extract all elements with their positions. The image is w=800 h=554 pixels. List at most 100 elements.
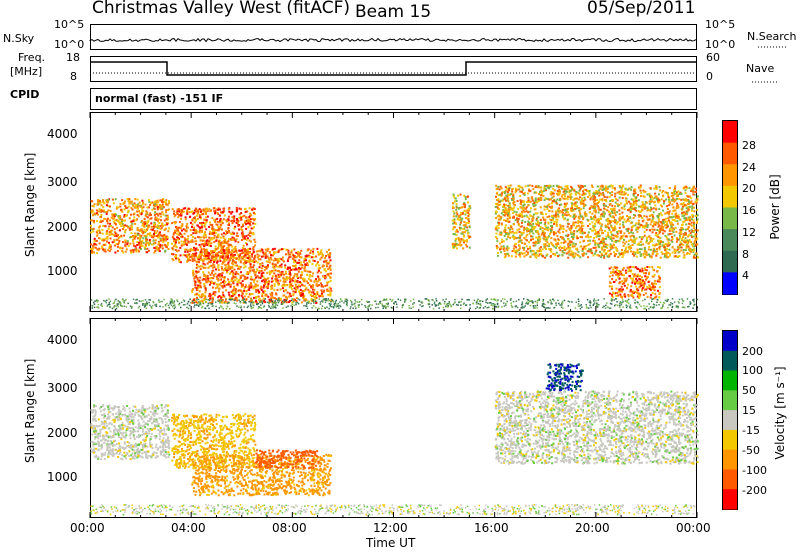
power-data-point bbox=[593, 237, 596, 240]
power-data-point bbox=[175, 245, 178, 248]
power-data-point bbox=[500, 217, 502, 220]
power-data-point bbox=[234, 248, 237, 250]
power-data-point bbox=[519, 186, 522, 189]
power-data-point bbox=[329, 299, 332, 302]
power-data-point bbox=[627, 243, 630, 246]
power-data-point bbox=[684, 192, 687, 194]
power-data-point bbox=[673, 192, 676, 195]
power-data-point bbox=[193, 246, 195, 249]
power-data-point bbox=[201, 278, 204, 281]
power-data-point bbox=[147, 225, 149, 228]
power-data-point bbox=[122, 251, 125, 254]
power-data-point bbox=[567, 247, 570, 250]
power-data-point bbox=[126, 240, 129, 243]
power-data-point bbox=[180, 240, 183, 243]
power-data-point bbox=[680, 246, 683, 249]
power-data-point bbox=[461, 217, 464, 220]
power-data-point bbox=[534, 197, 537, 200]
power-data-point bbox=[508, 213, 511, 216]
power-data-point bbox=[159, 228, 162, 231]
power-data-point bbox=[605, 219, 608, 222]
power-data-point bbox=[171, 253, 173, 256]
power-data-point bbox=[542, 218, 545, 221]
power-data-point bbox=[600, 252, 603, 255]
power-data-point bbox=[139, 248, 142, 250]
power-data-point bbox=[248, 252, 251, 255]
power-data-point bbox=[623, 238, 625, 241]
power-data-point bbox=[596, 218, 599, 221]
power-data-point bbox=[696, 243, 699, 246]
power-data-point bbox=[222, 237, 225, 240]
power-data-point bbox=[558, 254, 561, 257]
power-data-point bbox=[90, 251, 93, 254]
power-data-point bbox=[222, 235, 225, 238]
power-data-point bbox=[211, 296, 214, 299]
power-data-point bbox=[237, 241, 240, 244]
power-data-point bbox=[648, 218, 651, 221]
power-data-point bbox=[279, 274, 282, 277]
power-data-point bbox=[155, 235, 158, 238]
power-data-point bbox=[189, 221, 192, 224]
power-data-point bbox=[595, 249, 598, 252]
power-data-point bbox=[268, 258, 271, 261]
power-data-point bbox=[671, 197, 674, 200]
power-data-point bbox=[148, 224, 151, 227]
power-colorbar-swatch bbox=[723, 142, 737, 165]
power-data-point bbox=[204, 249, 207, 251]
power-data-point bbox=[612, 243, 615, 246]
power-data-point bbox=[327, 290, 330, 293]
power-data-point bbox=[206, 215, 209, 218]
power-data-point bbox=[537, 216, 540, 219]
power-data-point bbox=[164, 239, 167, 242]
power-data-point bbox=[521, 186, 524, 189]
power-data-point bbox=[178, 208, 180, 211]
power-data-point bbox=[123, 214, 126, 216]
power-data-point bbox=[200, 252, 203, 255]
power-data-point bbox=[654, 204, 657, 207]
power-data-point bbox=[138, 250, 141, 253]
power-data-point bbox=[173, 229, 176, 232]
power-data-point bbox=[195, 287, 198, 290]
power-data-point bbox=[299, 281, 301, 284]
power-data-point bbox=[212, 228, 215, 231]
power-data-point bbox=[294, 255, 296, 258]
power-data-point bbox=[109, 224, 112, 227]
power-data-point bbox=[243, 208, 246, 211]
power-data-point bbox=[175, 255, 177, 258]
power-data-point bbox=[252, 233, 255, 236]
power-data-point bbox=[320, 285, 323, 288]
power-data-point bbox=[577, 192, 580, 195]
power-data-point bbox=[159, 225, 162, 227]
power-data-point bbox=[464, 224, 467, 227]
power-data-point bbox=[90, 243, 93, 246]
power-data-point bbox=[234, 279, 237, 282]
power-data-point bbox=[153, 233, 155, 236]
power-data-point bbox=[258, 298, 260, 301]
power-data-point bbox=[94, 246, 97, 249]
power-data-point bbox=[297, 254, 300, 257]
power-data-point bbox=[249, 232, 252, 234]
power-data-point bbox=[265, 285, 268, 288]
power-data-point bbox=[129, 242, 132, 245]
power-data-point bbox=[266, 255, 269, 258]
power-data-point bbox=[618, 185, 621, 188]
power-data-point bbox=[212, 291, 215, 294]
power-data-point bbox=[560, 203, 563, 206]
power-data-point bbox=[314, 298, 317, 301]
power-data-point bbox=[267, 265, 269, 268]
power-data-point bbox=[214, 229, 217, 232]
power-data-point bbox=[267, 283, 270, 286]
power-data-point bbox=[198, 236, 200, 239]
power-data-point bbox=[143, 225, 146, 228]
power-data-point bbox=[296, 287, 299, 290]
power-data-point bbox=[689, 232, 692, 235]
power-data-point bbox=[533, 208, 536, 211]
power-data-point bbox=[136, 214, 139, 216]
power-data-point bbox=[614, 214, 617, 216]
power-data-point bbox=[658, 224, 661, 227]
power-data-point bbox=[264, 256, 267, 259]
power-data-point bbox=[218, 299, 220, 302]
power-data-point bbox=[205, 242, 207, 245]
power-data-point bbox=[245, 290, 248, 293]
power-data-point bbox=[214, 245, 217, 248]
